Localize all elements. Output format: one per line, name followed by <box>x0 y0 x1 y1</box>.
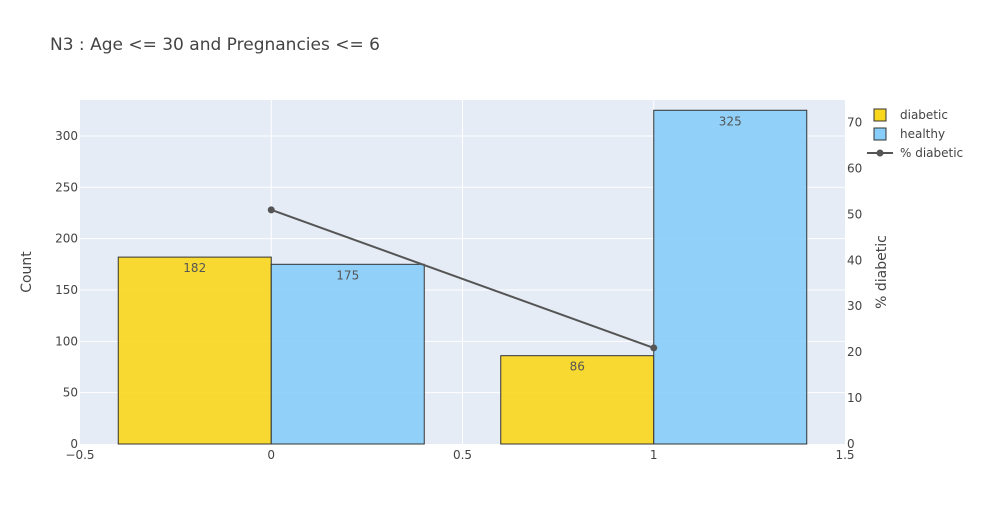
x-tick-label-1: 0 <box>267 448 275 462</box>
x-tick-label-2: 0.5 <box>453 448 472 462</box>
bar-label-diabetic-0: 182 <box>183 261 206 275</box>
x-tick-label-0: −0.5 <box>65 448 94 462</box>
legend-item-0[interactable]: diabetic <box>873 108 948 122</box>
bar-healthy-0 <box>270 263 425 445</box>
y2-tick-label-1: 10 <box>847 391 862 405</box>
y2-tick-label-6: 60 <box>847 161 862 175</box>
x-axis: −0.5 0 0.5 1 1.5 <box>65 448 854 462</box>
legend-swatch-0 <box>873 108 887 122</box>
y2-axis: 0 10 20 30 40 50 60 70 <box>847 116 862 451</box>
y-tick-label-5: 250 <box>55 180 78 194</box>
bar-label-healthy-1: 325 <box>719 114 742 128</box>
legend-label-0: diabetic <box>900 108 948 122</box>
y2-tick-label-2: 20 <box>847 345 862 359</box>
line-series <box>267 206 658 352</box>
bar-diabetic-1 <box>500 355 655 445</box>
legend-label-1: healthy <box>900 127 945 141</box>
bar-healthy-1 <box>653 109 808 445</box>
y2-tick-label-3: 30 <box>847 299 862 313</box>
y-tick-label-6: 300 <box>55 129 78 143</box>
line-point-0 <box>267 206 275 214</box>
y2-tick-label-0: 0 <box>847 437 855 451</box>
legend-item-2[interactable]: % diabetic <box>867 146 963 160</box>
bar-labels: 182 86 175 325 <box>183 114 741 373</box>
legend-item-1[interactable]: healthy <box>873 127 945 141</box>
y-tick-label-4: 200 <box>55 232 78 246</box>
x-tick-label-4: 1.5 <box>835 448 854 462</box>
chart-title: N3 : Age <= 30 and Pregnancies <= 6 <box>50 35 380 55</box>
line-0 <box>270 208 655 349</box>
y2-tick-label-5: 50 <box>847 207 862 221</box>
line-point-1 <box>650 344 658 352</box>
x-tick-label-3: 1 <box>650 448 658 462</box>
y2-tick-label-4: 40 <box>847 253 862 267</box>
y-tick-label-1: 50 <box>63 386 78 400</box>
bar-diabetic-0 <box>117 256 272 445</box>
y-axis-title: Count <box>19 251 35 293</box>
bar-label-diabetic-1: 86 <box>570 360 585 374</box>
y-tick-label-3: 150 <box>55 283 78 297</box>
bar-label-healthy-0: 175 <box>336 268 359 282</box>
y-axis: 0 50 100 150 200 250 300 <box>55 129 78 451</box>
y-tick-label-2: 100 <box>55 334 78 348</box>
legend-label-2: % diabetic <box>900 146 963 160</box>
legend-swatch-1 <box>873 127 887 141</box>
bars <box>117 109 808 445</box>
legend[interactable]: diabetic healthy % diabetic <box>867 108 963 160</box>
y2-tick-label-7: 70 <box>847 116 862 130</box>
y-tick-label-0: 0 <box>70 437 78 451</box>
y2-axis-title: % diabetic <box>874 235 890 309</box>
legend-marker-2 <box>876 149 884 157</box>
